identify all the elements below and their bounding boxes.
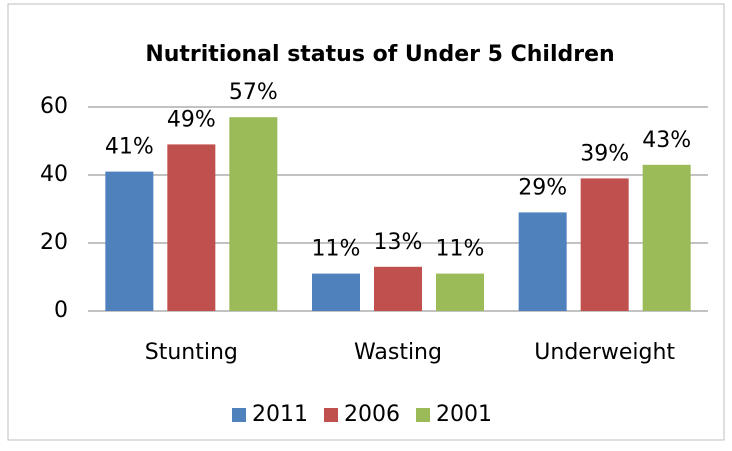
bar — [518, 212, 567, 311]
data-label: 13% — [374, 230, 423, 255]
data-label: 41% — [105, 135, 154, 160]
bar — [167, 144, 216, 311]
bar — [436, 273, 484, 311]
y-tick-label: 40 — [40, 162, 68, 187]
data-label: 11% — [312, 237, 361, 262]
data-label: 57% — [229, 80, 278, 105]
bar — [105, 171, 154, 311]
bar — [580, 178, 629, 311]
bar — [642, 164, 691, 311]
data-label: 29% — [518, 175, 567, 200]
x-tick-label: Wasting — [354, 340, 442, 365]
data-label: 43% — [642, 128, 691, 153]
x-tick-label: Underweight — [534, 340, 675, 365]
legend-swatch — [324, 408, 338, 422]
legend-label: 2011 — [252, 402, 308, 427]
y-tick-label: 60 — [40, 94, 68, 119]
data-label: 39% — [580, 141, 629, 166]
y-tick-label: 20 — [40, 230, 68, 255]
data-label: 49% — [167, 107, 216, 132]
legend-label: 2006 — [344, 402, 400, 427]
data-label: 11% — [436, 237, 485, 262]
legend-label: 2001 — [436, 402, 492, 427]
y-tick-label: 0 — [54, 298, 68, 323]
bar — [374, 266, 422, 311]
bar — [312, 273, 360, 311]
bar — [229, 117, 278, 311]
legend-swatch — [232, 408, 246, 422]
x-tick-label: Stunting — [145, 340, 238, 365]
chart-title: Nutritional status of Under 5 Children — [145, 42, 614, 67]
legend-swatch — [416, 408, 430, 422]
